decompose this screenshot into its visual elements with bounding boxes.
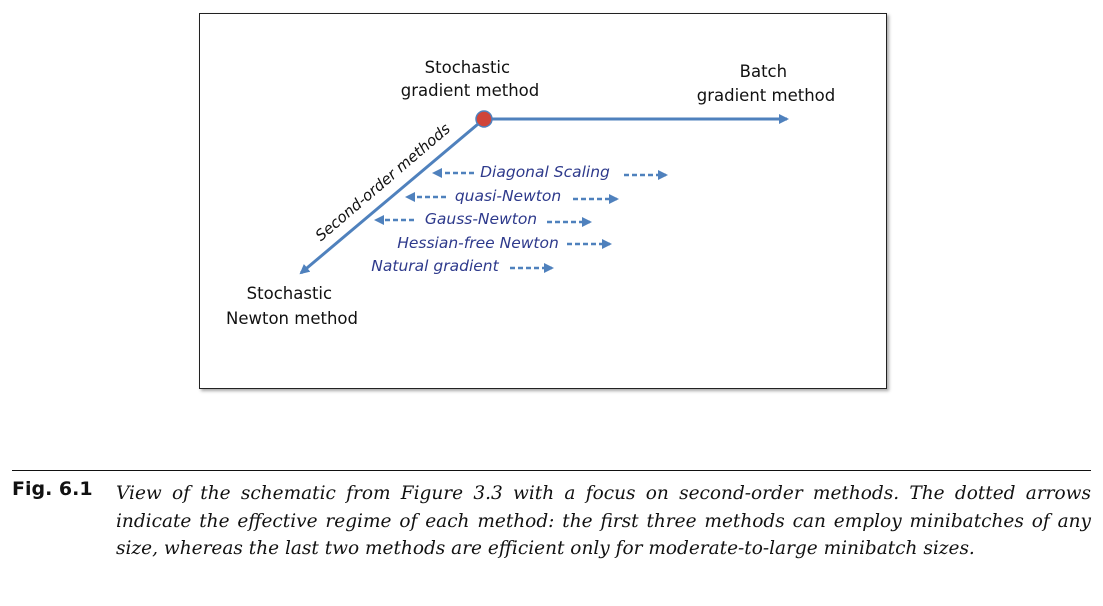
method-label-hessian-free-newton: Hessian-free Newton: [397, 234, 559, 252]
quasi-newton-regime: [405, 192, 619, 204]
caption-label: Fig. 6.1: [12, 478, 93, 500]
caption-text: View of the schematic from Figure 3.3 wi…: [116, 483, 1091, 559]
method-label-natural-gradient: Natural gradient: [371, 257, 499, 275]
caption-rule: [12, 470, 1091, 471]
method-label-quasi-newton: quasi-Newton: [455, 187, 561, 205]
second-order-axis-arrow: [299, 117, 485, 275]
diagonal-scaling-regime: [432, 168, 668, 180]
newton-label: Stochastic Newton method: [226, 284, 358, 328]
method-label-diagonal-scaling: Diagonal Scaling: [480, 163, 610, 181]
method-label-gauss-newton: Gauss-Newton: [425, 210, 537, 228]
batch-label: Batch gradient method: [697, 62, 835, 105]
figure-frame: [199, 13, 887, 389]
sgd-label: Stochastic gradient method: [401, 58, 539, 100]
sgd-node: [475, 110, 493, 128]
gauss-newton-regime: [374, 215, 592, 227]
